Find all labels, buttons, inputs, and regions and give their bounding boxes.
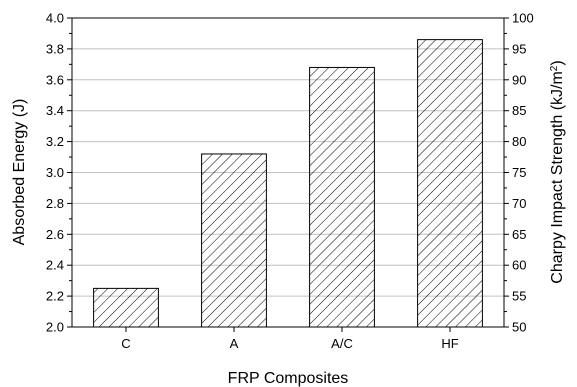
- x-tick-label: HF: [441, 336, 458, 351]
- y2-axis-title-main: Charpy Impact Strength (kJ/m: [549, 71, 566, 284]
- y2-tick-label: 75: [512, 165, 526, 180]
- y-axis-title: Absorbed Energy (J): [11, 99, 28, 246]
- y2-tick-label: 65: [512, 227, 526, 242]
- y-tick-label: 2.8: [46, 196, 64, 211]
- y2-axis-title-sup: 2: [549, 65, 560, 71]
- bar: [417, 39, 483, 328]
- right-axis: 50 55 60 65 70 75 80 85 90 95 100: [504, 11, 534, 335]
- y2-tick-label: 50: [512, 320, 526, 335]
- bar: [201, 153, 267, 328]
- y2-tick-label: 95: [512, 41, 526, 56]
- bar: [93, 287, 159, 328]
- y2-tick-label: 55: [512, 289, 526, 304]
- y2-tick-label: 70: [512, 196, 526, 211]
- y-tick-label: 3.2: [46, 134, 64, 149]
- y-tick-label: 3.6: [46, 72, 64, 87]
- left-axis: 2.0 2.2 2.4 2.6 2.8 3.0 3.2 3.4 3.6 3.8 4.0: [46, 11, 72, 335]
- x-tick-label: C: [121, 336, 130, 351]
- y-tick-label: 2.2: [46, 289, 64, 304]
- x-tick-label: A/C: [331, 336, 353, 351]
- y2-tick-label: 85: [512, 103, 526, 118]
- bar: [309, 66, 375, 328]
- y2-axis-title-end: ): [549, 60, 566, 65]
- y2-tick-label: 80: [512, 134, 526, 149]
- y-tick-label: 3.4: [46, 103, 64, 118]
- y-tick-label: 2.4: [46, 258, 64, 273]
- x-axis: C A A/C HF: [121, 327, 459, 351]
- y2-axis-title: Charpy Impact Strength (kJ/m2): [549, 60, 567, 283]
- y-tick-label: 2.6: [46, 227, 64, 242]
- y-tick-label: 3.0: [46, 165, 64, 180]
- y2-tick-label: 60: [512, 258, 526, 273]
- y2-tick-label: 90: [512, 72, 526, 87]
- y2-tick-label: 100: [512, 11, 534, 26]
- y-tick-label: 3.8: [46, 41, 64, 56]
- grid-lines: [72, 48, 504, 297]
- y-tick-label: 4.0: [46, 11, 64, 26]
- x-axis-title: FRP Composites: [228, 370, 349, 387]
- bars: [93, 39, 483, 328]
- y-tick-label: 2.0: [46, 320, 64, 335]
- x-tick-label: A: [230, 336, 239, 351]
